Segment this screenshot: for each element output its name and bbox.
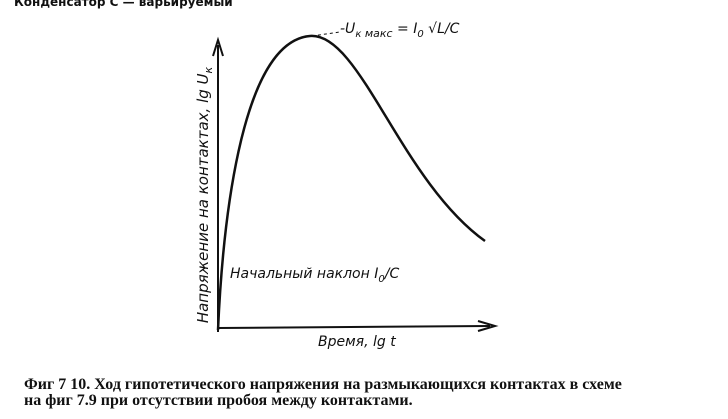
y-label-sub: к (202, 66, 215, 73)
slope-part: Начальный наклон I (230, 266, 378, 282)
voltage-curve (216, 34, 486, 331)
peak-part: √L/C (424, 21, 460, 37)
peak-sub: к (355, 29, 361, 40)
axes (212, 31, 499, 332)
x-axis (217, 325, 491, 329)
x-axis-label: Время, lg t (318, 334, 396, 350)
slope-part: /C (383, 266, 400, 282)
caption-line: на фиг 7.9 при отсутствии пробоя между к… (24, 392, 413, 409)
slope-label: Начальный наклон I0/C (230, 266, 399, 285)
peak-leader (311, 31, 341, 37)
peak-label: -Uк макс = I0 √L/C (340, 21, 460, 40)
peak-sub: 0 (417, 29, 423, 40)
header-text: Конденсатор C — варьируемый (14, 0, 233, 9)
slope-sub: 0 (378, 274, 384, 285)
y-arrow (212, 36, 224, 57)
peak-part: макс (361, 27, 392, 40)
peak-part: = I (393, 21, 418, 37)
caption-line: Фиг 7 10. Ход гипотетического напряжения… (24, 376, 622, 393)
x-arrow (477, 320, 499, 332)
y-axis-label: Напряжение на контактах, lg Uк (194, 66, 215, 323)
y-label-main: Напряжение на контактах, lg U (194, 73, 212, 323)
peak-part: -U (340, 21, 355, 37)
